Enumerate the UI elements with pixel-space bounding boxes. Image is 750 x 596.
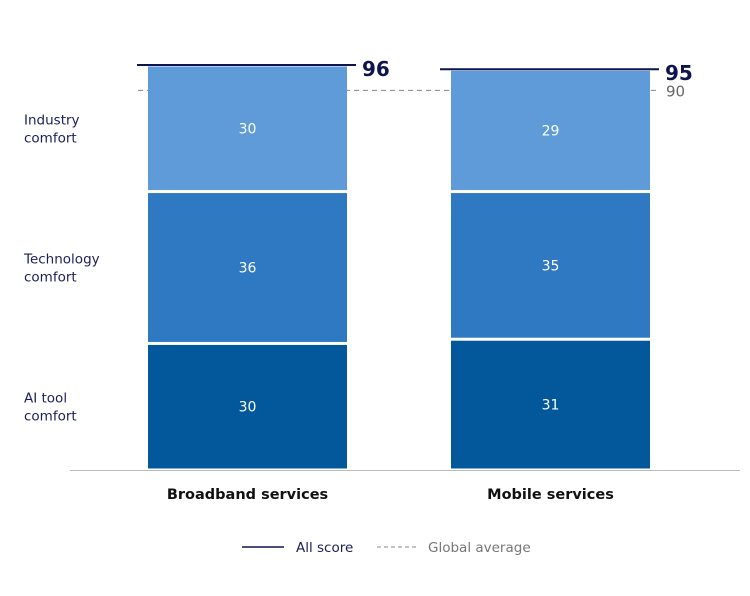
bar-segment — [148, 344, 347, 469]
bar-segment — [451, 70, 650, 191]
category-label: Mobile services — [487, 487, 614, 503]
data-label: 30 — [239, 121, 257, 137]
bar-segment — [148, 193, 347, 342]
series-label: Industry comfort — [24, 112, 80, 146]
all-score-label: 96 — [362, 57, 390, 81]
bar-segment — [451, 340, 650, 469]
all-score-label: 95 — [665, 61, 693, 85]
bar-segment — [148, 66, 347, 191]
data-label: 36 — [239, 261, 257, 277]
legend-all-score-label: All score — [296, 540, 353, 556]
data-label: 29 — [542, 123, 560, 139]
global-average-label: 90 — [666, 82, 685, 100]
category-label: Broadband services — [167, 487, 328, 503]
legend-global-average-label: Global average — [428, 540, 531, 556]
series-label: AI tool comfort — [24, 391, 77, 425]
data-label: 31 — [542, 398, 560, 414]
data-label: 35 — [542, 258, 560, 274]
series-label: Technology comfort — [23, 252, 100, 286]
bar-segment — [451, 193, 650, 338]
data-label: 30 — [239, 400, 257, 416]
